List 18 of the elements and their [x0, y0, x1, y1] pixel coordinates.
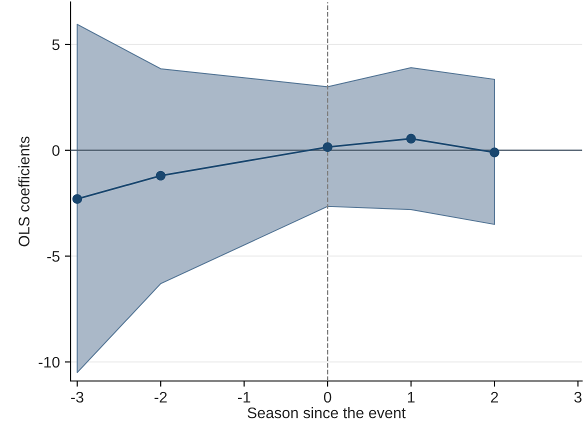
- x-tick-label: 0: [324, 392, 332, 403]
- y-tick-label: 5: [52, 39, 60, 50]
- point: [406, 134, 416, 144]
- y-axis-title: OLS coefficients: [18, 136, 30, 246]
- x-tick-label: -2: [154, 392, 167, 402]
- y-tick-label: -10: [38, 356, 60, 368]
- y-tick-label: 0: [52, 145, 60, 156]
- x-tick-label: 2: [491, 392, 498, 402]
- x-tick-label: 3: [574, 392, 582, 403]
- point: [322, 142, 332, 152]
- x-tick-label: -1: [238, 392, 250, 402]
- y-tick-label: -5: [47, 251, 60, 262]
- point: [156, 170, 166, 181]
- point: [490, 148, 500, 158]
- x-tick-label: 1: [408, 392, 415, 402]
- x-tick-label: -3: [71, 392, 84, 403]
- x-axis-title: Season since the event: [248, 407, 406, 418]
- point: [72, 194, 82, 204]
